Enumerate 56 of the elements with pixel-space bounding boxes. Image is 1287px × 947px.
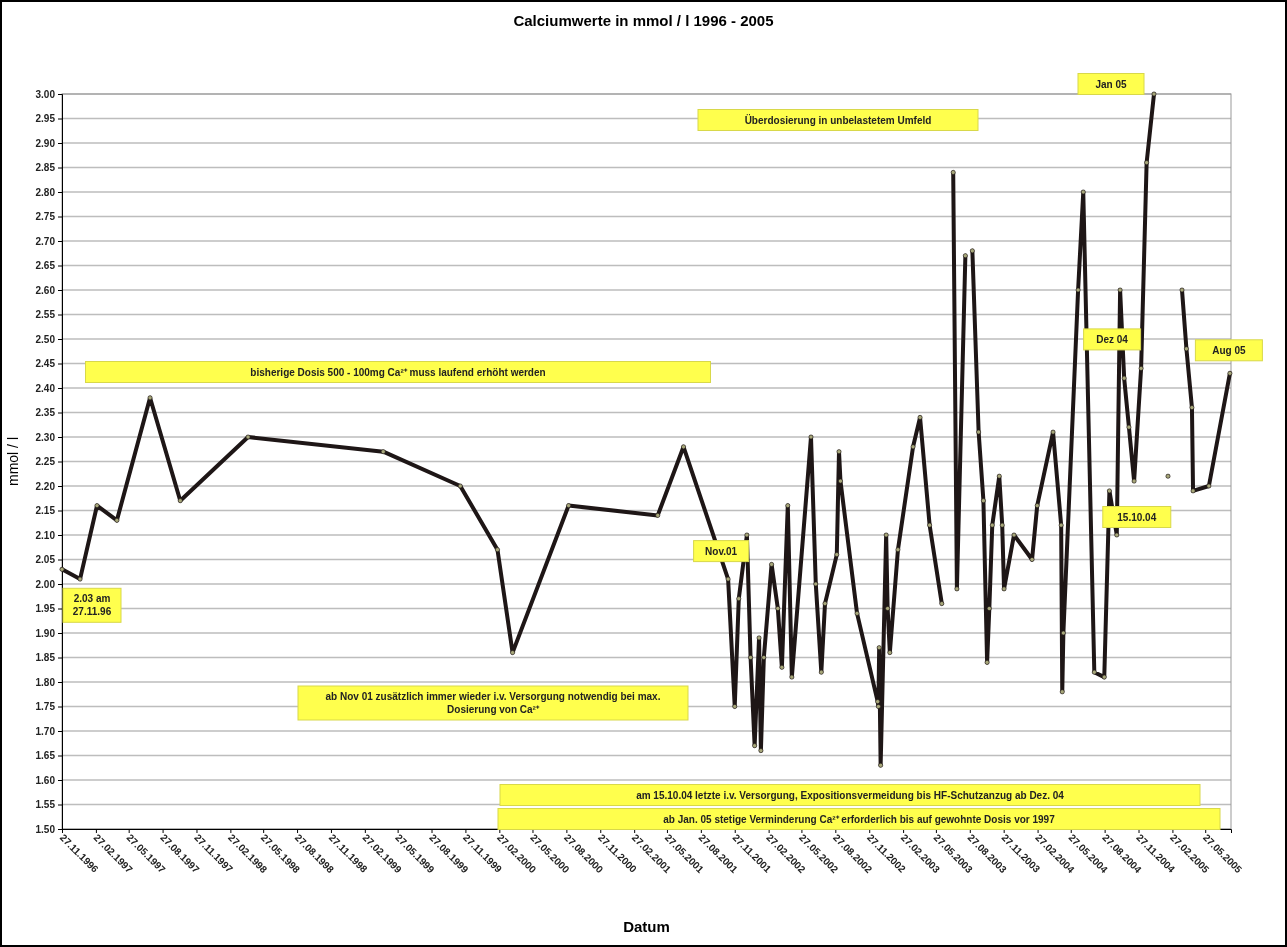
annotation: Jan 05 xyxy=(1095,78,1127,90)
callout-box: ab Jan. 05 stetige Verminderung Ca²⁺ erforderlich bis auf gewohnte Dosis vor 1997 xyxy=(497,808,1221,830)
callout-box: Überdosierung in unbelastetem Umfeld xyxy=(697,109,979,131)
y-tick-label: 1.80 xyxy=(35,676,56,688)
annotation: Überdosierung in unbelastetem Umfeld xyxy=(744,113,932,126)
annotation: Aug 05 xyxy=(1212,344,1246,356)
y-tick-label: 2.60 xyxy=(35,284,56,296)
callout-box: ab Nov 01 zusätzlich immer wieder i.v. Versorgung notwendig bei max. Dosierung von Ca²⁺ xyxy=(297,685,689,721)
y-tick-label: 1.95 xyxy=(35,603,56,615)
y-tick-label: 2.20 xyxy=(35,480,56,492)
y-tick-label: 1.55 xyxy=(35,799,56,811)
y-tick-label: 2.15 xyxy=(35,505,56,517)
y-tick-label: 2.40 xyxy=(35,382,56,394)
annotation: ab Jan. 05 stetige Verminderung Ca²⁺ erforderlich bis auf gewohnte Dosis vor 1997 xyxy=(663,813,1056,825)
y-tick-label: 2.90 xyxy=(35,137,56,149)
callout-box: Aug 05 xyxy=(1194,339,1263,362)
y-tick-label: 2.45 xyxy=(35,358,56,370)
chart-title: Calciumwerte in mmol / l 1996 - 2005 xyxy=(513,12,774,29)
y-tick-label: 1.70 xyxy=(35,725,56,737)
y-tick-label: 1.85 xyxy=(35,652,56,664)
callout-box: bisherige Dosis 500 - 100mg Ca²⁺ muss laufend erhöht werden xyxy=(85,361,711,383)
y-tick-label: 1.65 xyxy=(35,750,56,762)
y-tick-label: 2.00 xyxy=(35,578,56,590)
callout-box: Nov.01 xyxy=(693,540,750,563)
y-tick-label: 2.30 xyxy=(35,431,56,443)
callout-box: Jan 05 xyxy=(1077,73,1145,95)
y-tick-label: 1.75 xyxy=(35,701,56,713)
y-tick-label: 2.85 xyxy=(35,162,56,174)
y-tick-label: 2.65 xyxy=(35,260,56,272)
annotation: Dez 04 xyxy=(1096,333,1129,345)
annotation: 15.10.04 xyxy=(1117,511,1157,523)
callout-box: am 15.10.04 letzte i.v. Versorgung, Expositionsvermeidung bis HF-Schutzanzug ab Dez. 04 xyxy=(499,784,1201,806)
y-tick-label: 2.55 xyxy=(35,309,56,321)
y-tick-label: 2.95 xyxy=(35,113,56,125)
y-tick-label: 1.50 xyxy=(35,823,56,835)
annotation: bisherige Dosis 500 - 100mg Ca²⁺ muss laufend erhöht werden xyxy=(250,366,546,378)
y-tick-label: 2.75 xyxy=(35,211,56,223)
y-tick-label: 2.80 xyxy=(35,186,56,198)
y-tick-label: 3.00 xyxy=(35,88,56,100)
y-tick-label: 1.90 xyxy=(35,627,56,639)
y-tick-label: 2.35 xyxy=(35,407,56,419)
y-tick-label: 2.05 xyxy=(35,554,56,566)
callout-box: 15.10.04 xyxy=(1102,506,1172,528)
y-tick-label: 1.60 xyxy=(35,774,56,786)
annotation: ab Nov 01 zusätzlich immer wieder i.v. Versorgung notwendig bei max. Dosierung von Ca²⁺ xyxy=(325,691,661,715)
y-tick-label: 2.25 xyxy=(35,456,56,468)
y-tick-label: 2.50 xyxy=(35,333,56,345)
y-axis-title: mmol / l xyxy=(5,437,21,486)
callout-box: Dez 04 xyxy=(1083,328,1142,351)
callout-box: 2.03 am 27.11.96 xyxy=(62,587,122,623)
y-tick-label: 2.10 xyxy=(35,529,56,541)
annotation: am 15.10.04 letzte i.v. Versorgung, Expositionsvermeidung bis HF-Schutzanzug ab Dez. 04 xyxy=(636,789,1065,801)
annotation: 2.03 am 27.11.96 xyxy=(72,593,112,618)
x-axis-title: Datum xyxy=(623,918,670,935)
y-tick-label: 2.70 xyxy=(35,235,56,247)
annotation: Nov.01 xyxy=(705,545,738,557)
